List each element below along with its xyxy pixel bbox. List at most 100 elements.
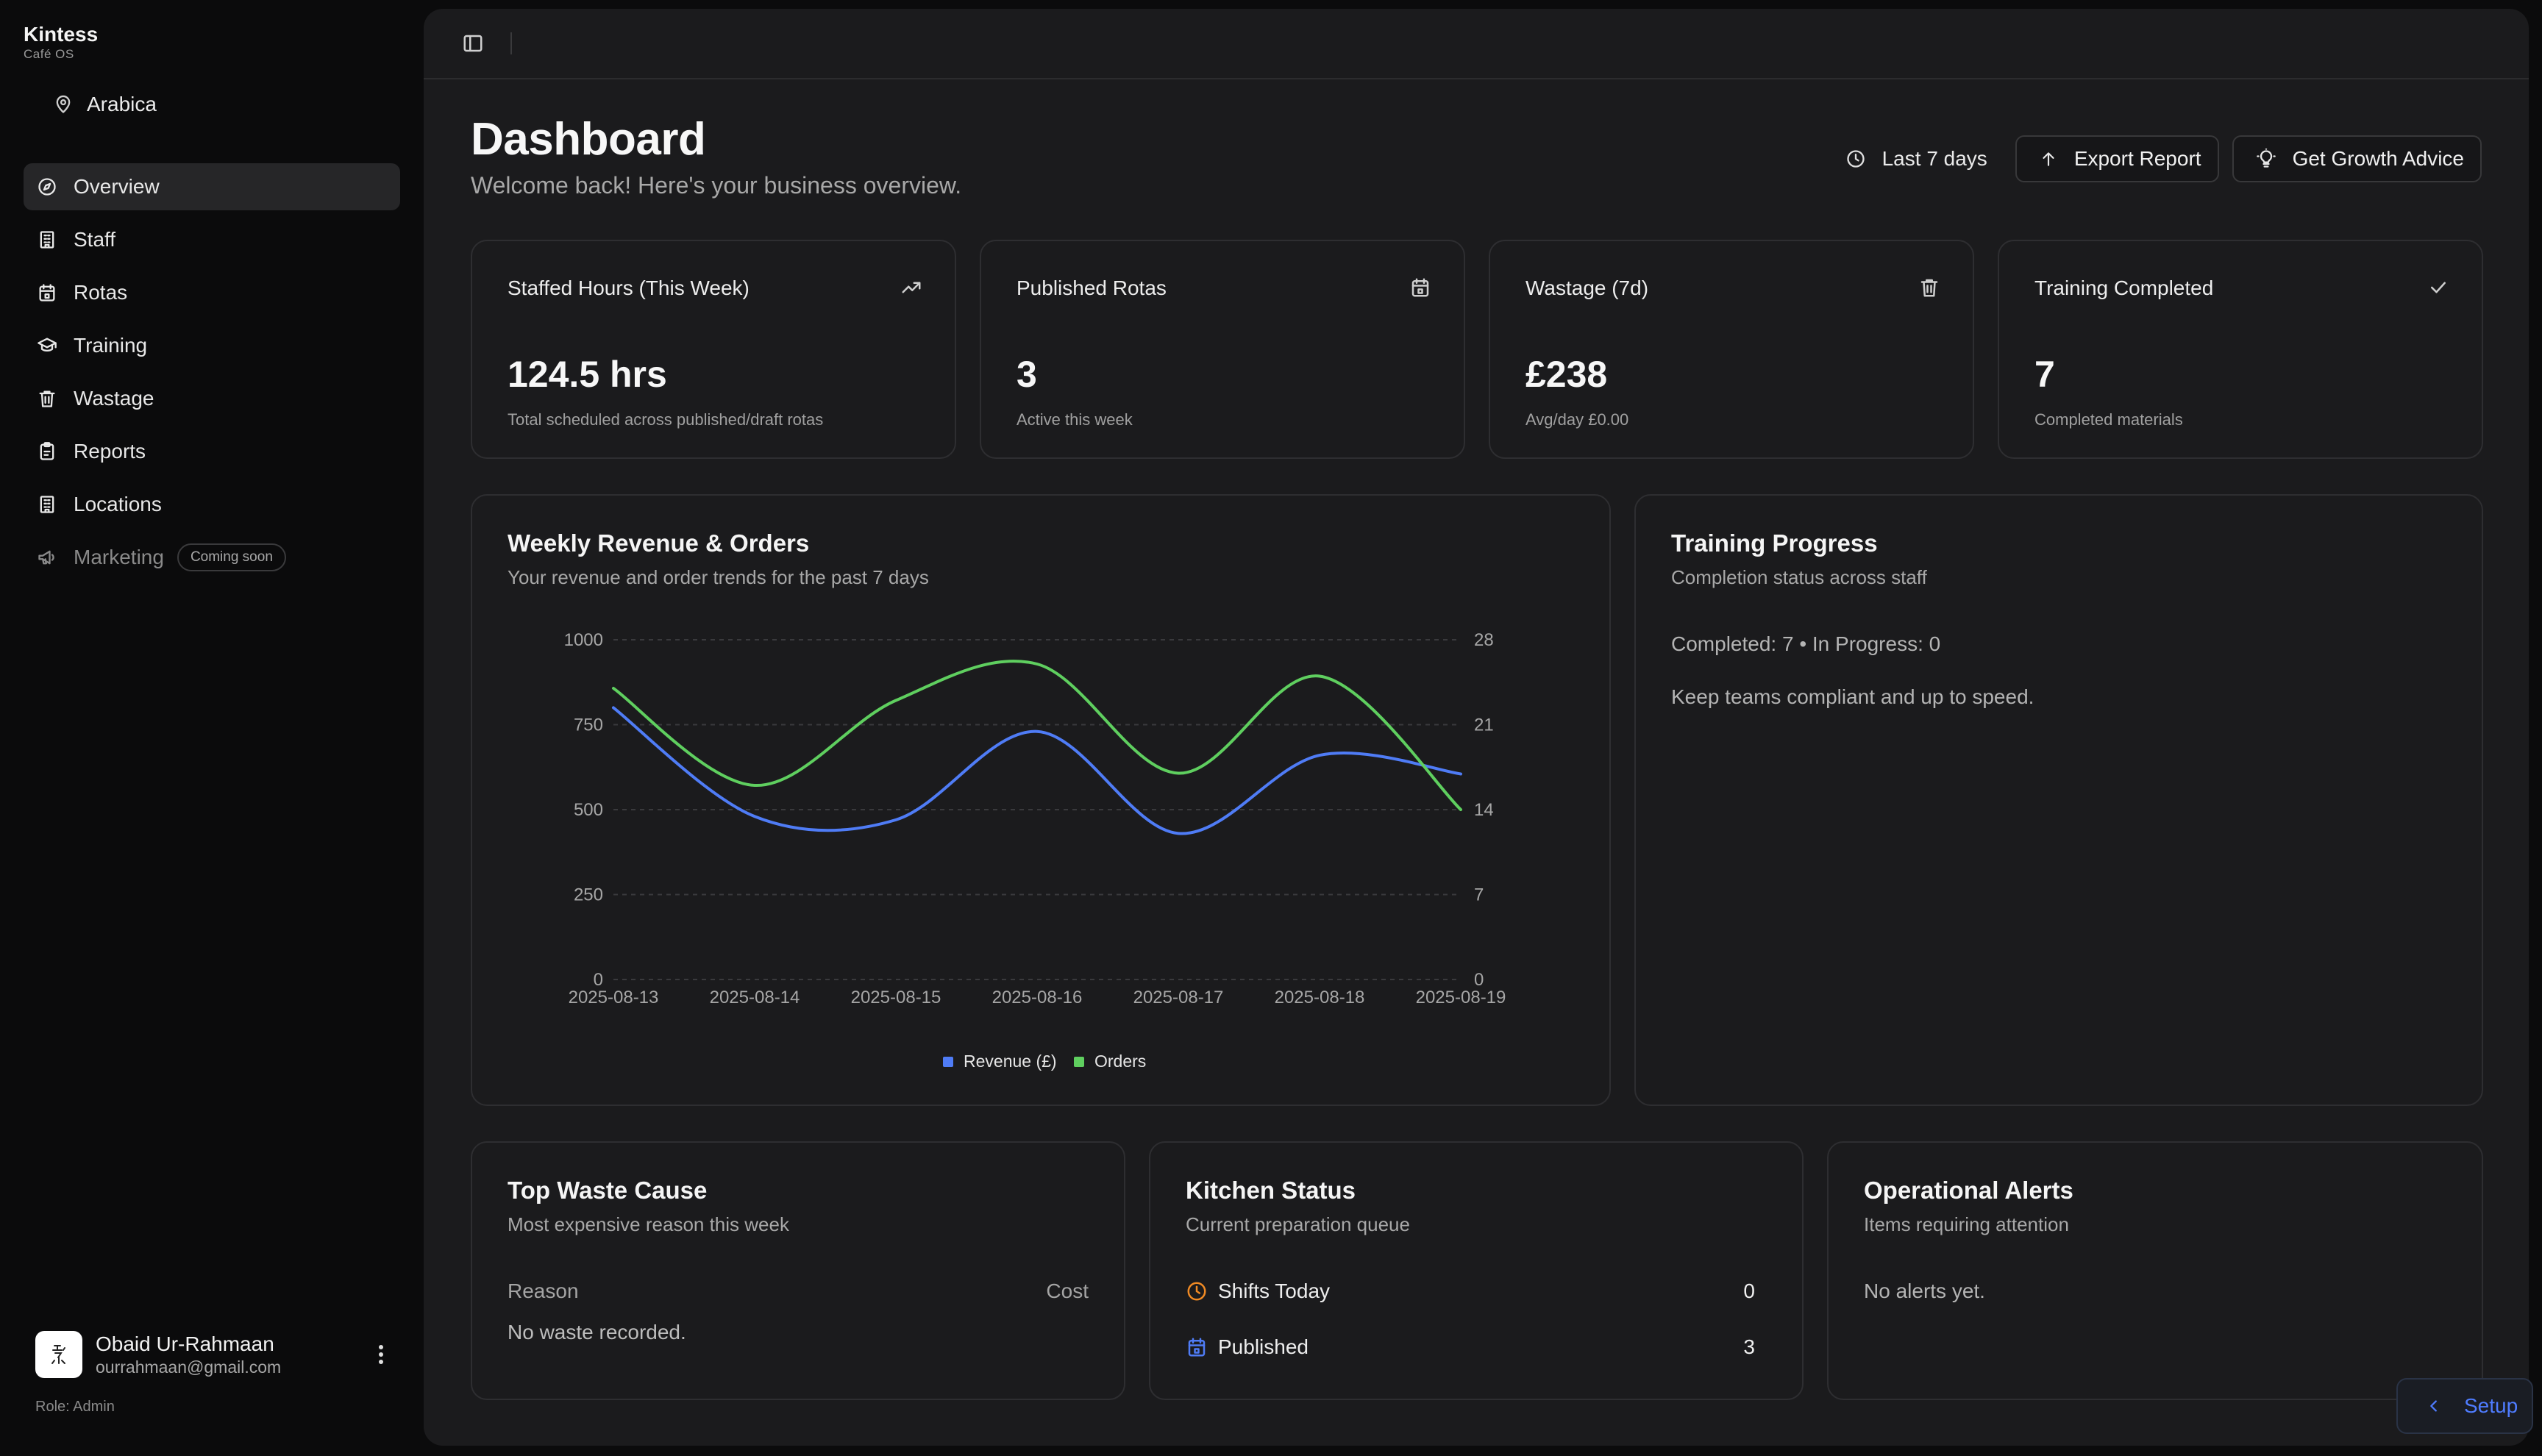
user-role: Role: Admin [35, 1399, 115, 1415]
card-subtitle: Completion status across staff [1671, 566, 1927, 588]
brand-name: Kintess [24, 23, 99, 46]
sidebar-item-label: Marketing [74, 546, 164, 568]
y-tick-left: 0 [594, 970, 603, 990]
export-report-button[interactable]: Export Report [2015, 135, 2219, 182]
x-tick: 2025-08-19 [1416, 988, 1506, 1007]
waste-empty-state: No waste recorded. [508, 1321, 686, 1343]
weekly-revenue-card: Weekly Revenue & Orders Your revenue and… [471, 494, 1611, 1106]
card-subtitle: Current preparation queue [1186, 1213, 1410, 1235]
page-title: Dashboard [471, 114, 706, 165]
sidebar-item-training[interactable]: Training [24, 322, 400, 369]
stat-hint: Completed materials [2034, 410, 2183, 429]
stat-value: 124.5 hrs [508, 354, 667, 395]
y-tick-right: 21 [1474, 715, 1494, 735]
check-icon [2427, 276, 2449, 299]
card-title: Weekly Revenue & Orders [508, 529, 810, 557]
stat-hint: Avg/day £0.00 [1525, 410, 1629, 429]
legend-swatch [943, 1057, 953, 1067]
trash-icon [37, 388, 57, 409]
operational-alerts-card: Operational Alerts Items requiring atten… [1827, 1141, 2483, 1400]
export-report-label: Export Report [2073, 147, 2201, 170]
training-note: Keep teams compliant and up to speed. [1671, 685, 2034, 708]
top-waste-cause-card: Top Waste Cause Most expensive reason th… [471, 1141, 1125, 1400]
x-tick: 2025-08-13 [569, 988, 659, 1007]
series-line-revenue [612, 706, 1462, 835]
clock-icon [1845, 149, 1866, 169]
training-summary: Completed: 7 • In Progress: 0 [1671, 632, 1941, 655]
y-tick-left: 750 [574, 715, 603, 735]
stat-label: Wastage (7d) [1525, 276, 1649, 299]
user-info: Obaid Ur-Rahmaan ourrahmaan@gmail.com [96, 1332, 366, 1377]
date-range-selector[interactable]: Last 7 days [1845, 147, 1987, 171]
sidebar-item-label: Rotas [74, 281, 128, 304]
growth-advice-button[interactable]: Get Growth Advice [2232, 135, 2482, 182]
stat-value: 3 [1017, 354, 1037, 395]
graduation-cap-icon [37, 335, 57, 356]
stat-hint: Active this week [1017, 410, 1133, 429]
card-title: Operational Alerts [1864, 1177, 2073, 1204]
y-tick-right: 0 [1474, 970, 1484, 990]
user-name: Obaid Ur-Rahmaan [96, 1332, 274, 1355]
stat-card-training-completed: Training Completed 7 Completed materials [1998, 240, 2483, 459]
legend-swatch [1074, 1057, 1084, 1067]
revenue-orders-chart: 0 250 500 750 1000 0 7 14 21 28 2025-08-13 2025-08-… [564, 630, 1506, 1071]
y-tick-left: 500 [574, 800, 603, 820]
brand-subtitle: Café OS [24, 47, 74, 61]
x-tick: 2025-08-18 [1275, 988, 1365, 1007]
sidebar-item-rotas[interactable]: Rotas [24, 269, 400, 316]
sidebar-item-reports[interactable]: Reports [24, 428, 400, 475]
kitchen-status-card: Kitchen Status Current preparation queue… [1149, 1141, 1804, 1400]
alerts-empty-state: No alerts yet. [1864, 1280, 1985, 1302]
sidebar-item-marketing: Marketing Coming soon [24, 534, 400, 581]
topbar [424, 9, 2529, 79]
sidebar-item-label: Overview [74, 175, 160, 198]
location-name: Arabica [87, 93, 157, 115]
sidebar-nav: Overview Staff Rotas Training Wastage Re… [24, 163, 400, 587]
clock-icon [1186, 1280, 1208, 1302]
card-title: Top Waste Cause [508, 1177, 708, 1204]
more-vertical-icon[interactable] [366, 1343, 396, 1366]
x-tick: 2025-08-17 [1133, 988, 1224, 1007]
column-header-cost: Cost [1046, 1280, 1089, 1302]
kitchen-row-value: 3 [1743, 1335, 1755, 1358]
kitchen-row-label: Shifts Today [1218, 1280, 1331, 1302]
building-icon [37, 494, 57, 515]
arrow-up-icon [2039, 149, 2058, 168]
main-panel: Dashboard Welcome back! Here's your busi… [424, 9, 2529, 1446]
sidebar-toggle-icon[interactable] [462, 32, 484, 54]
kitchen-row-value: 0 [1743, 1280, 1755, 1302]
location-selector[interactable]: Arabica [53, 93, 157, 116]
building-icon [37, 229, 57, 250]
kitchen-row-shifts-today: Shifts Today 0 [1186, 1280, 1755, 1303]
sidebar-item-locations[interactable]: Locations [24, 481, 400, 528]
sidebar-item-overview[interactable]: Overview [24, 163, 400, 210]
stat-card-wastage: Wastage (7d) £238 Avg/day £0.00 [1489, 240, 1974, 459]
sidebar-item-label: Wastage [74, 387, 154, 410]
legend-label: Orders [1094, 1052, 1146, 1071]
growth-advice-label: Get Growth Advice [2292, 147, 2464, 170]
stat-label: Training Completed [2034, 276, 2214, 299]
sidebar-item-label: Reports [74, 440, 146, 463]
column-header-reason: Reason [508, 1280, 579, 1302]
x-tick: 2025-08-14 [710, 988, 800, 1007]
y-tick-left: 1000 [564, 630, 603, 650]
brand[interactable]: Kintess Café OS [24, 22, 98, 62]
megaphone-icon [37, 547, 57, 568]
setup-button[interactable]: Setup [2396, 1378, 2533, 1434]
stat-label: Staffed Hours (This Week) [508, 276, 750, 299]
user-profile[interactable]: Obaid Ur-Rahmaan ourrahmaan@gmail.com [35, 1331, 396, 1378]
setup-label: Setup [2464, 1394, 2518, 1417]
series-line-orders [612, 660, 1462, 811]
sidebar-item-staff[interactable]: Staff [24, 216, 400, 263]
stat-hint: Total scheduled across published/draft r… [508, 410, 824, 429]
card-title: Training Progress [1671, 529, 1878, 557]
compass-icon [37, 176, 57, 197]
stat-card-staffed-hours: Staffed Hours (This Week) 124.5 hrs Tota… [471, 240, 956, 459]
trending-up-icon [900, 276, 922, 299]
sidebar-item-label: Locations [74, 493, 162, 515]
sidebar-item-label: Staff [74, 228, 116, 251]
sidebar-item-wastage[interactable]: Wastage [24, 375, 400, 422]
stat-value: £238 [1525, 354, 1608, 395]
map-pin-icon [53, 94, 74, 115]
page-subtitle: Welcome back! Here's your business overv… [471, 172, 962, 199]
